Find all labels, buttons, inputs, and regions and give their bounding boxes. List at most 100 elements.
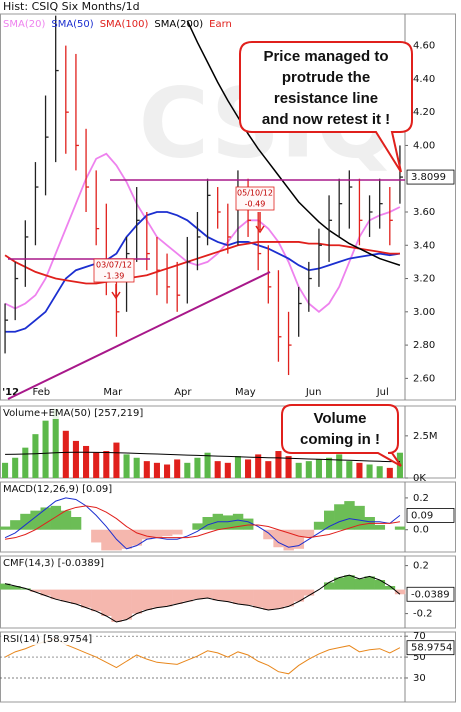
- histogram-bar: [202, 517, 213, 530]
- y-tick-label: 4.60: [413, 41, 435, 52]
- area-bar: [172, 589, 183, 604]
- area-bar: [263, 589, 274, 610]
- histogram-bar: [313, 521, 325, 530]
- area-bar: [182, 589, 193, 602]
- area-bar: [253, 589, 264, 608]
- volume-bar: [336, 454, 343, 478]
- volume-bar: [326, 457, 333, 478]
- volume-bar: [72, 440, 79, 478]
- callout-bubble: [281, 404, 402, 467]
- moving-average-line: [186, 20, 401, 266]
- histogram-bar: [324, 510, 335, 530]
- macd-line: [4, 497, 401, 550]
- callout-text: resistance line: [274, 90, 378, 107]
- last-value-label: 58.9754: [411, 643, 452, 654]
- last-value-label: 0.09: [411, 510, 433, 521]
- volume-bar: [2, 462, 9, 478]
- y-tick-label: 30: [413, 673, 426, 684]
- area-bar: [60, 589, 72, 602]
- y-tick-label: 50: [413, 652, 426, 663]
- x-tick-label: '12: [2, 387, 19, 398]
- area-bar: [232, 589, 244, 604]
- area-bar: [30, 589, 41, 592]
- histogram-bar: [101, 529, 112, 551]
- y-tick-label: 3.40: [413, 240, 435, 251]
- cmf-line: [4, 574, 401, 623]
- volume-bar: [285, 456, 292, 478]
- x-tick-label: Mar: [103, 387, 123, 398]
- trend-line: [7, 271, 271, 400]
- volume-bar: [305, 461, 312, 478]
- area-bar: [151, 589, 163, 608]
- earnings-value: -1.39: [104, 272, 125, 281]
- volume-bar: [386, 467, 393, 478]
- histogram-bar: [222, 515, 234, 530]
- area-bar: [20, 588, 31, 590]
- volume-bar: [245, 459, 252, 478]
- area-bar: [324, 582, 335, 590]
- y-tick-label: 0K: [413, 473, 426, 484]
- area-bar: [40, 589, 51, 596]
- x-tick-label: Jun: [305, 387, 322, 398]
- moving-average-line: [4, 241, 400, 285]
- area-bar: [91, 589, 102, 612]
- last-value-box: [406, 640, 455, 656]
- x-tick-label: Apr: [174, 387, 192, 398]
- legend-entry: Earn: [209, 19, 232, 30]
- histogram-bar: [131, 529, 143, 546]
- area-bar: [111, 589, 122, 622]
- volume-bar: [265, 461, 272, 478]
- histogram-bar: [354, 505, 365, 530]
- area-bar: [81, 589, 92, 608]
- histogram-bar: [263, 529, 274, 540]
- volume-bar: [42, 420, 49, 478]
- volume-bar: [12, 457, 19, 478]
- area-bar: [303, 589, 315, 596]
- volume-bar: [22, 447, 29, 478]
- histogram-bar: [40, 507, 51, 530]
- volume-bar: [103, 451, 110, 478]
- x-tick-label: Jul: [376, 387, 389, 398]
- area-bar: [0, 583, 11, 590]
- histogram-bar: [334, 504, 345, 530]
- x-tick-label: Feb: [32, 387, 50, 398]
- last-value-box: [406, 169, 455, 185]
- volume-bar: [376, 466, 383, 478]
- histogram-bar: [374, 524, 386, 530]
- volume-bar: [184, 462, 191, 478]
- area-bar: [10, 586, 21, 590]
- earnings-box: [235, 186, 275, 211]
- histogram-bar: [303, 529, 315, 538]
- earnings-date: 05/10/12: [237, 189, 273, 198]
- callout-text: Price managed to: [263, 48, 388, 65]
- title-background: [1, 407, 146, 419]
- callout-text: protrude the: [282, 69, 370, 86]
- y-tick-label: 0.2: [413, 561, 429, 572]
- area-bar: [131, 589, 143, 614]
- histogram-bar: [91, 529, 102, 543]
- area-bar: [162, 589, 173, 607]
- volume-bar: [234, 456, 241, 478]
- volume-bar: [255, 454, 262, 478]
- area-bar: [243, 589, 254, 606]
- x-tick-label: May: [235, 387, 256, 398]
- volume-bar: [315, 459, 322, 478]
- panel-title: RSI(14) [58.9754]: [3, 634, 92, 645]
- last-value-label: 3.8099: [411, 172, 446, 183]
- volume-bar: [113, 442, 120, 478]
- earnings-marker: 03/07/12 -1.39: [93, 258, 135, 300]
- volume-bar: [83, 445, 90, 478]
- volume-bar: [204, 452, 211, 478]
- histogram-bar: [192, 523, 203, 530]
- histogram-bar: [0, 526, 11, 530]
- volume-bar: [295, 462, 302, 478]
- histogram-bar: [162, 529, 173, 537]
- histogram-bar: [30, 510, 41, 530]
- callout-text: and now retest it !: [262, 111, 390, 128]
- earnings-value: -0.49: [245, 200, 266, 209]
- histogram-bar: [394, 526, 406, 530]
- callout-bubble: [239, 41, 413, 173]
- y-tick-label: 4.20: [413, 107, 435, 118]
- y-tick-label: 70: [413, 631, 426, 642]
